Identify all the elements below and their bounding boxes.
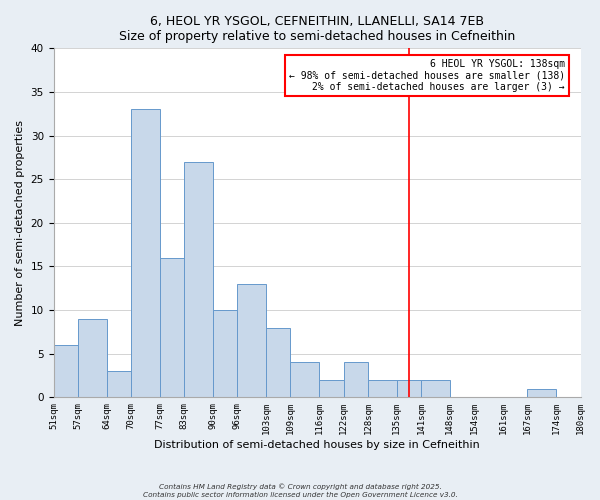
Text: 6 HEOL YR YSGOL: 138sqm
← 98% of semi-detached houses are smaller (138)
2% of se: 6 HEOL YR YSGOL: 138sqm ← 98% of semi-de… xyxy=(289,59,565,92)
Bar xyxy=(527,388,556,398)
Bar xyxy=(78,319,107,398)
Bar xyxy=(213,310,238,398)
Bar xyxy=(131,110,160,398)
Bar xyxy=(266,328,290,398)
Bar xyxy=(160,258,184,398)
Bar xyxy=(107,371,131,398)
Bar xyxy=(397,380,421,398)
Bar xyxy=(184,162,213,398)
Bar xyxy=(290,362,319,398)
X-axis label: Distribution of semi-detached houses by size in Cefneithin: Distribution of semi-detached houses by … xyxy=(154,440,480,450)
Y-axis label: Number of semi-detached properties: Number of semi-detached properties xyxy=(15,120,25,326)
Bar xyxy=(53,345,78,398)
Text: Contains HM Land Registry data © Crown copyright and database right 2025.
Contai: Contains HM Land Registry data © Crown c… xyxy=(143,484,457,498)
Bar xyxy=(368,380,397,398)
Bar xyxy=(319,380,344,398)
Bar xyxy=(421,380,450,398)
Bar xyxy=(344,362,368,398)
Title: 6, HEOL YR YSGOL, CEFNEITHIN, LLANELLI, SA14 7EB
Size of property relative to se: 6, HEOL YR YSGOL, CEFNEITHIN, LLANELLI, … xyxy=(119,15,515,43)
Bar xyxy=(238,284,266,398)
